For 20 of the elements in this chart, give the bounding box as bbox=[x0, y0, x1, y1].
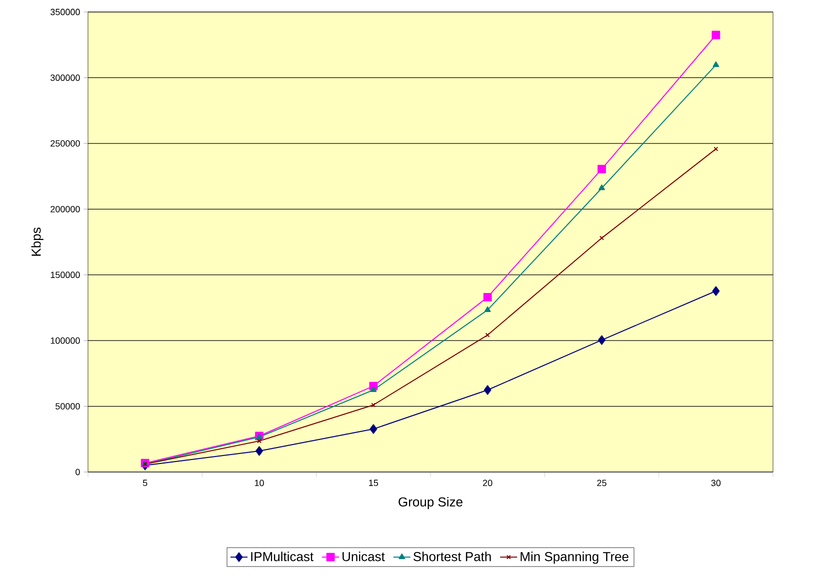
x-tick-label: 10 bbox=[254, 480, 264, 486]
y-tick-label: 50000 bbox=[56, 403, 80, 410]
x-tick-label: 20 bbox=[483, 480, 492, 486]
y-axis-title: Kbps bbox=[31, 228, 44, 256]
y-tick-label: 300000 bbox=[50, 74, 80, 81]
legend-label: Unicast bbox=[342, 552, 385, 562]
legend-label: IPMulticast bbox=[251, 552, 314, 562]
x-tick-label: 5 bbox=[142, 480, 148, 486]
y-tick-label: 250000 bbox=[50, 140, 80, 147]
y-tick-label: 0 bbox=[76, 468, 80, 476]
x-tick-label: 25 bbox=[597, 480, 606, 486]
y-tick-label: 100000 bbox=[50, 337, 80, 344]
x-axis-title: Group Size bbox=[398, 496, 462, 510]
legend-label: Shortest Path bbox=[413, 552, 491, 562]
x-tick-label: 30 bbox=[711, 480, 721, 486]
y-tick-label: 200000 bbox=[50, 206, 80, 212]
y-tick-label: 150000 bbox=[50, 272, 80, 278]
legend-label: Min Spanning Tree bbox=[520, 552, 628, 564]
y-tick-label: 350000 bbox=[50, 8, 80, 16]
x-tick-label: 15 bbox=[369, 480, 378, 486]
